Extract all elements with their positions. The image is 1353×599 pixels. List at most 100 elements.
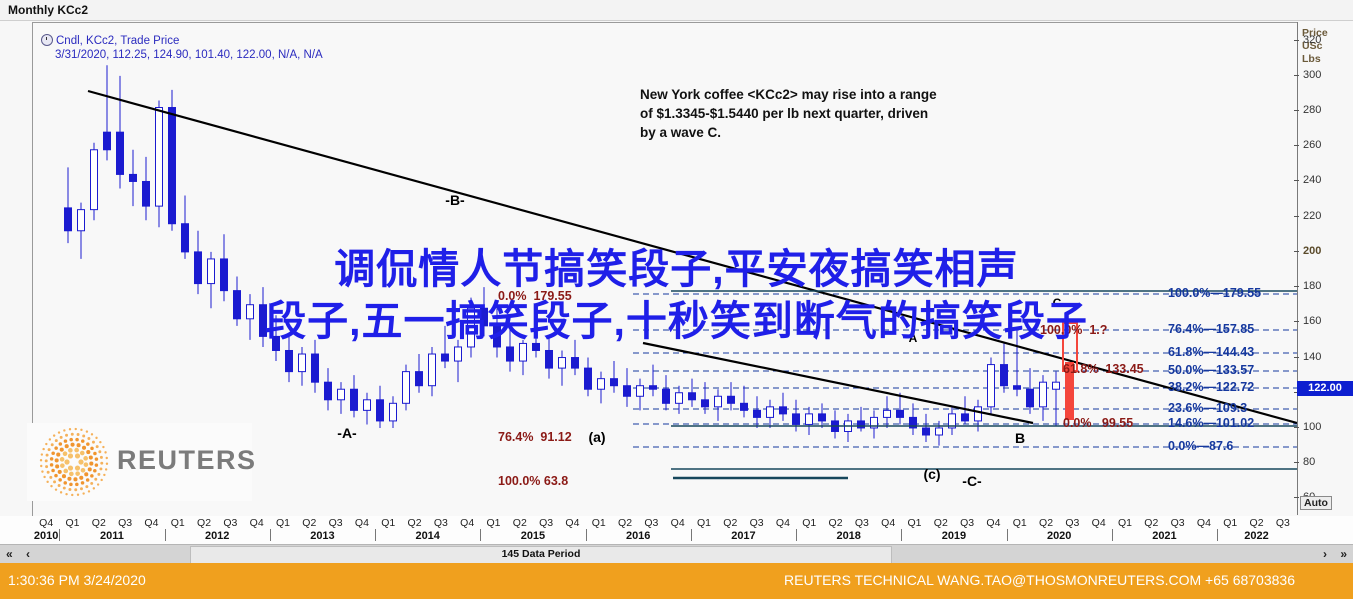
logo-dot <box>45 442 48 446</box>
logo-dot <box>94 463 99 467</box>
logo-dot <box>69 437 73 442</box>
quarter-tick-label: Q4 <box>881 517 896 529</box>
watermark-line-1: 调侃情人节搞笑段子,平安夜搞笑相声 <box>334 246 1019 292</box>
year-label: 2013 <box>310 530 335 542</box>
candle-body <box>376 399 384 422</box>
price-tick-mark <box>1294 286 1299 288</box>
logo-dot <box>82 492 85 495</box>
sub-wave-label-a: (a) <box>588 429 606 445</box>
logo-dot <box>93 451 97 456</box>
reuters-logo: REUTERS <box>27 423 255 501</box>
candle-body <box>220 258 228 292</box>
quarter-tick-label: Q1 <box>275 517 290 529</box>
logo-dot <box>105 456 108 460</box>
logo-dot <box>70 442 75 447</box>
quarter-tick-label: Q4 <box>1091 517 1106 529</box>
quarter-tick-label: Q3 <box>644 517 659 529</box>
logo-dot <box>48 438 52 441</box>
logo-dot <box>80 467 86 473</box>
scroll-first-button[interactable]: « <box>6 547 13 561</box>
logo-dot <box>74 488 78 492</box>
logo-dot <box>58 478 62 482</box>
quarter-tick-label: Q3 <box>749 517 764 529</box>
year-label: 2020 <box>1046 530 1072 542</box>
price-tick-label: 260 <box>1303 139 1322 152</box>
fib-right-level-764: 76.4%—157.85 <box>1168 322 1255 336</box>
logo-dot <box>85 485 89 489</box>
logo-dot <box>79 450 85 456</box>
quarter-tick-label: Q3 <box>539 517 554 529</box>
scroll-prev-button[interactable]: ‹ <box>26 547 30 561</box>
window-titlebar: Monthly KCc2 <box>0 0 1353 21</box>
price-axis-header-line3: Lbs <box>1302 53 1321 65</box>
logo-dot <box>54 439 58 443</box>
price-tick-mark <box>1294 250 1299 252</box>
logo-dot <box>102 445 105 449</box>
auto-scale-button[interactable]: Auto <box>1300 496 1332 510</box>
logo-dot <box>90 474 94 478</box>
price-axis-header-line2: USc <box>1302 40 1323 52</box>
fib-right-level-382: 38.2%—122.72 <box>1168 380 1255 394</box>
logo-dot <box>94 477 98 481</box>
fib-right-level-100: 100.0%—179.55 <box>1168 286 1262 300</box>
logo-dot <box>70 432 74 436</box>
logo-dot <box>71 493 74 497</box>
logo-dot <box>74 447 79 453</box>
quarter-tick-label: Q3 <box>118 517 133 529</box>
fib-right-level-50: 50.0%—133.57 <box>1168 363 1255 377</box>
logo-dot <box>85 430 89 433</box>
candle-body <box>857 420 865 429</box>
horizontal-scrollbar[interactable]: « ‹ 145 Data Period › » <box>0 544 1353 565</box>
logo-dot <box>67 476 72 481</box>
logo-dot <box>90 481 94 485</box>
price-tick-label: 100 <box>1303 420 1322 433</box>
logo-dot <box>87 490 91 493</box>
chart-legend[interactable]: Cndl, KCc2, Trade Price 3/31/2020, 112.2… <box>41 32 323 62</box>
candle-body <box>818 413 826 422</box>
price-tick-mark <box>1294 74 1299 76</box>
candle-body <box>506 346 514 362</box>
logo-dot <box>44 459 48 463</box>
time-axis[interactable]: Q4 Q1 Q2 Q3 Q4 Q1 Q2 Q3 Q4 Q1 Q2 Q3 Q4 Q1 Q2 Q3 Q4 Q1 Q2 Q3… <box>0 516 1353 544</box>
quarter-tick-label: Q2 <box>197 517 212 529</box>
logo-dot <box>51 468 55 473</box>
price-axis[interactable]: Price USc Lbs 320 300 280 260 240 220 200 180 16… <box>1294 22 1334 515</box>
reuters-wordmark: REUTERS <box>117 445 257 475</box>
year-label: 2022 <box>1244 530 1269 542</box>
status-contact: REUTERS TECHNICAL WANG.TAO@THOSMONREUTER… <box>784 572 1295 588</box>
candle-body <box>532 342 540 351</box>
quarter-tick-label: Q1 <box>381 517 396 529</box>
fib-right-level-618: 61.8%—144.43 <box>1168 345 1255 359</box>
logo-dot <box>97 472 101 476</box>
scroll-last-button[interactable]: » <box>1340 547 1347 561</box>
year-label: 2019 <box>941 530 967 542</box>
candle-body <box>779 406 787 415</box>
candle-body <box>402 371 410 404</box>
logo-dot <box>83 456 88 461</box>
price-tick-mark <box>1294 180 1299 182</box>
price-tick-label: 180 <box>1303 280 1322 293</box>
logo-dot <box>83 462 89 467</box>
wave-label-b-upper: -B- <box>445 192 465 208</box>
price-tick-mark <box>1294 321 1299 323</box>
logo-dot <box>59 491 63 494</box>
quarter-tick-label: Q1 <box>1223 517 1238 529</box>
candle-body <box>1026 388 1034 408</box>
scroll-next-button[interactable]: › <box>1323 547 1327 561</box>
price-axis-header-line1: Price <box>1302 27 1328 39</box>
candle-body <box>272 335 280 351</box>
price-tick-mark <box>1294 39 1299 41</box>
year-separator <box>164 529 166 541</box>
logo-dot <box>50 484 53 488</box>
candle-body <box>623 385 631 397</box>
sub-wave-label-c: (c) <box>923 466 941 482</box>
logo-dot <box>86 442 90 446</box>
trendline-upper <box>87 89 1297 425</box>
data-period-label: 145 Data Period <box>501 548 581 560</box>
candle-body <box>337 388 345 401</box>
logo-dot <box>69 482 73 487</box>
quarter-tick-label: Q2 <box>618 517 633 529</box>
logo-dot <box>46 470 50 474</box>
window-title: Monthly KCc2 <box>8 3 89 17</box>
candle-body <box>116 131 124 175</box>
